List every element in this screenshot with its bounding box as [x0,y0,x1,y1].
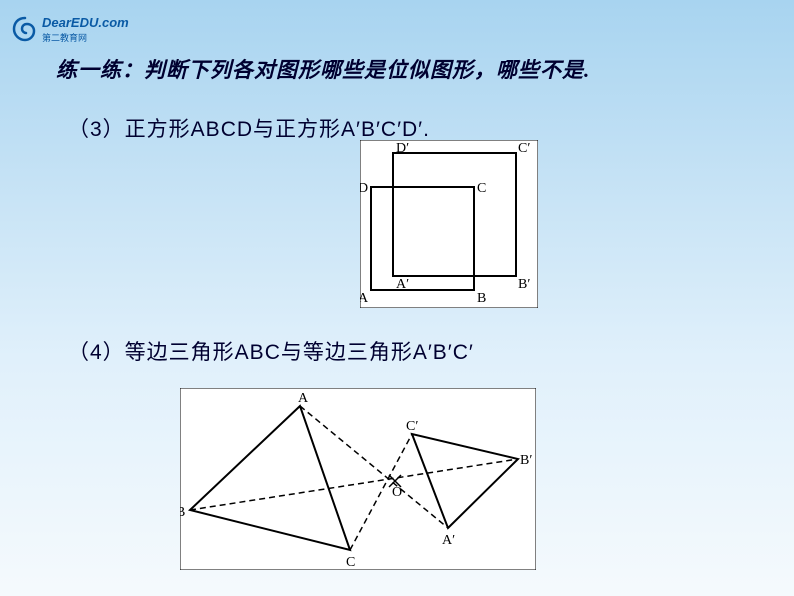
label-C: C [346,555,355,570]
label-A: A [298,391,309,406]
label-D: D [360,181,368,196]
logo: DearEDU.com 第二教育网 [12,14,129,44]
label-B: B [180,505,185,520]
question-3-text: （3）正方形ABCD与正方形A′B′C′D′. [68,113,430,143]
heading: 练一练：判断下列各对图形哪些是位似图形，哪些不是. [56,54,590,84]
figure-4-triangles: A B C O C′ B′ A′ [180,388,536,570]
label-B-prime: B′ [518,277,530,292]
label-C: C [477,181,486,196]
logo-brand: DearEDU.com [42,15,129,30]
logo-sub: 第二教育网 [42,31,129,44]
logo-swirl-icon [12,16,38,42]
label-C-prime: C′ [518,141,530,156]
label-O: O [392,485,402,500]
label-A-prime: A′ [442,533,455,548]
label-A-prime: A′ [396,277,409,292]
label-B: B [477,291,486,306]
question-4-text: （4）等边三角形ABC与等边三角形A′B′C′ [68,336,474,366]
label-D-prime: D′ [396,141,409,156]
label-B-prime: B′ [520,453,532,468]
figure-3-squares: D′ C′ D C A′ B′ A B [360,140,538,308]
label-A: A [360,291,369,306]
label-C-prime: C′ [406,419,418,434]
